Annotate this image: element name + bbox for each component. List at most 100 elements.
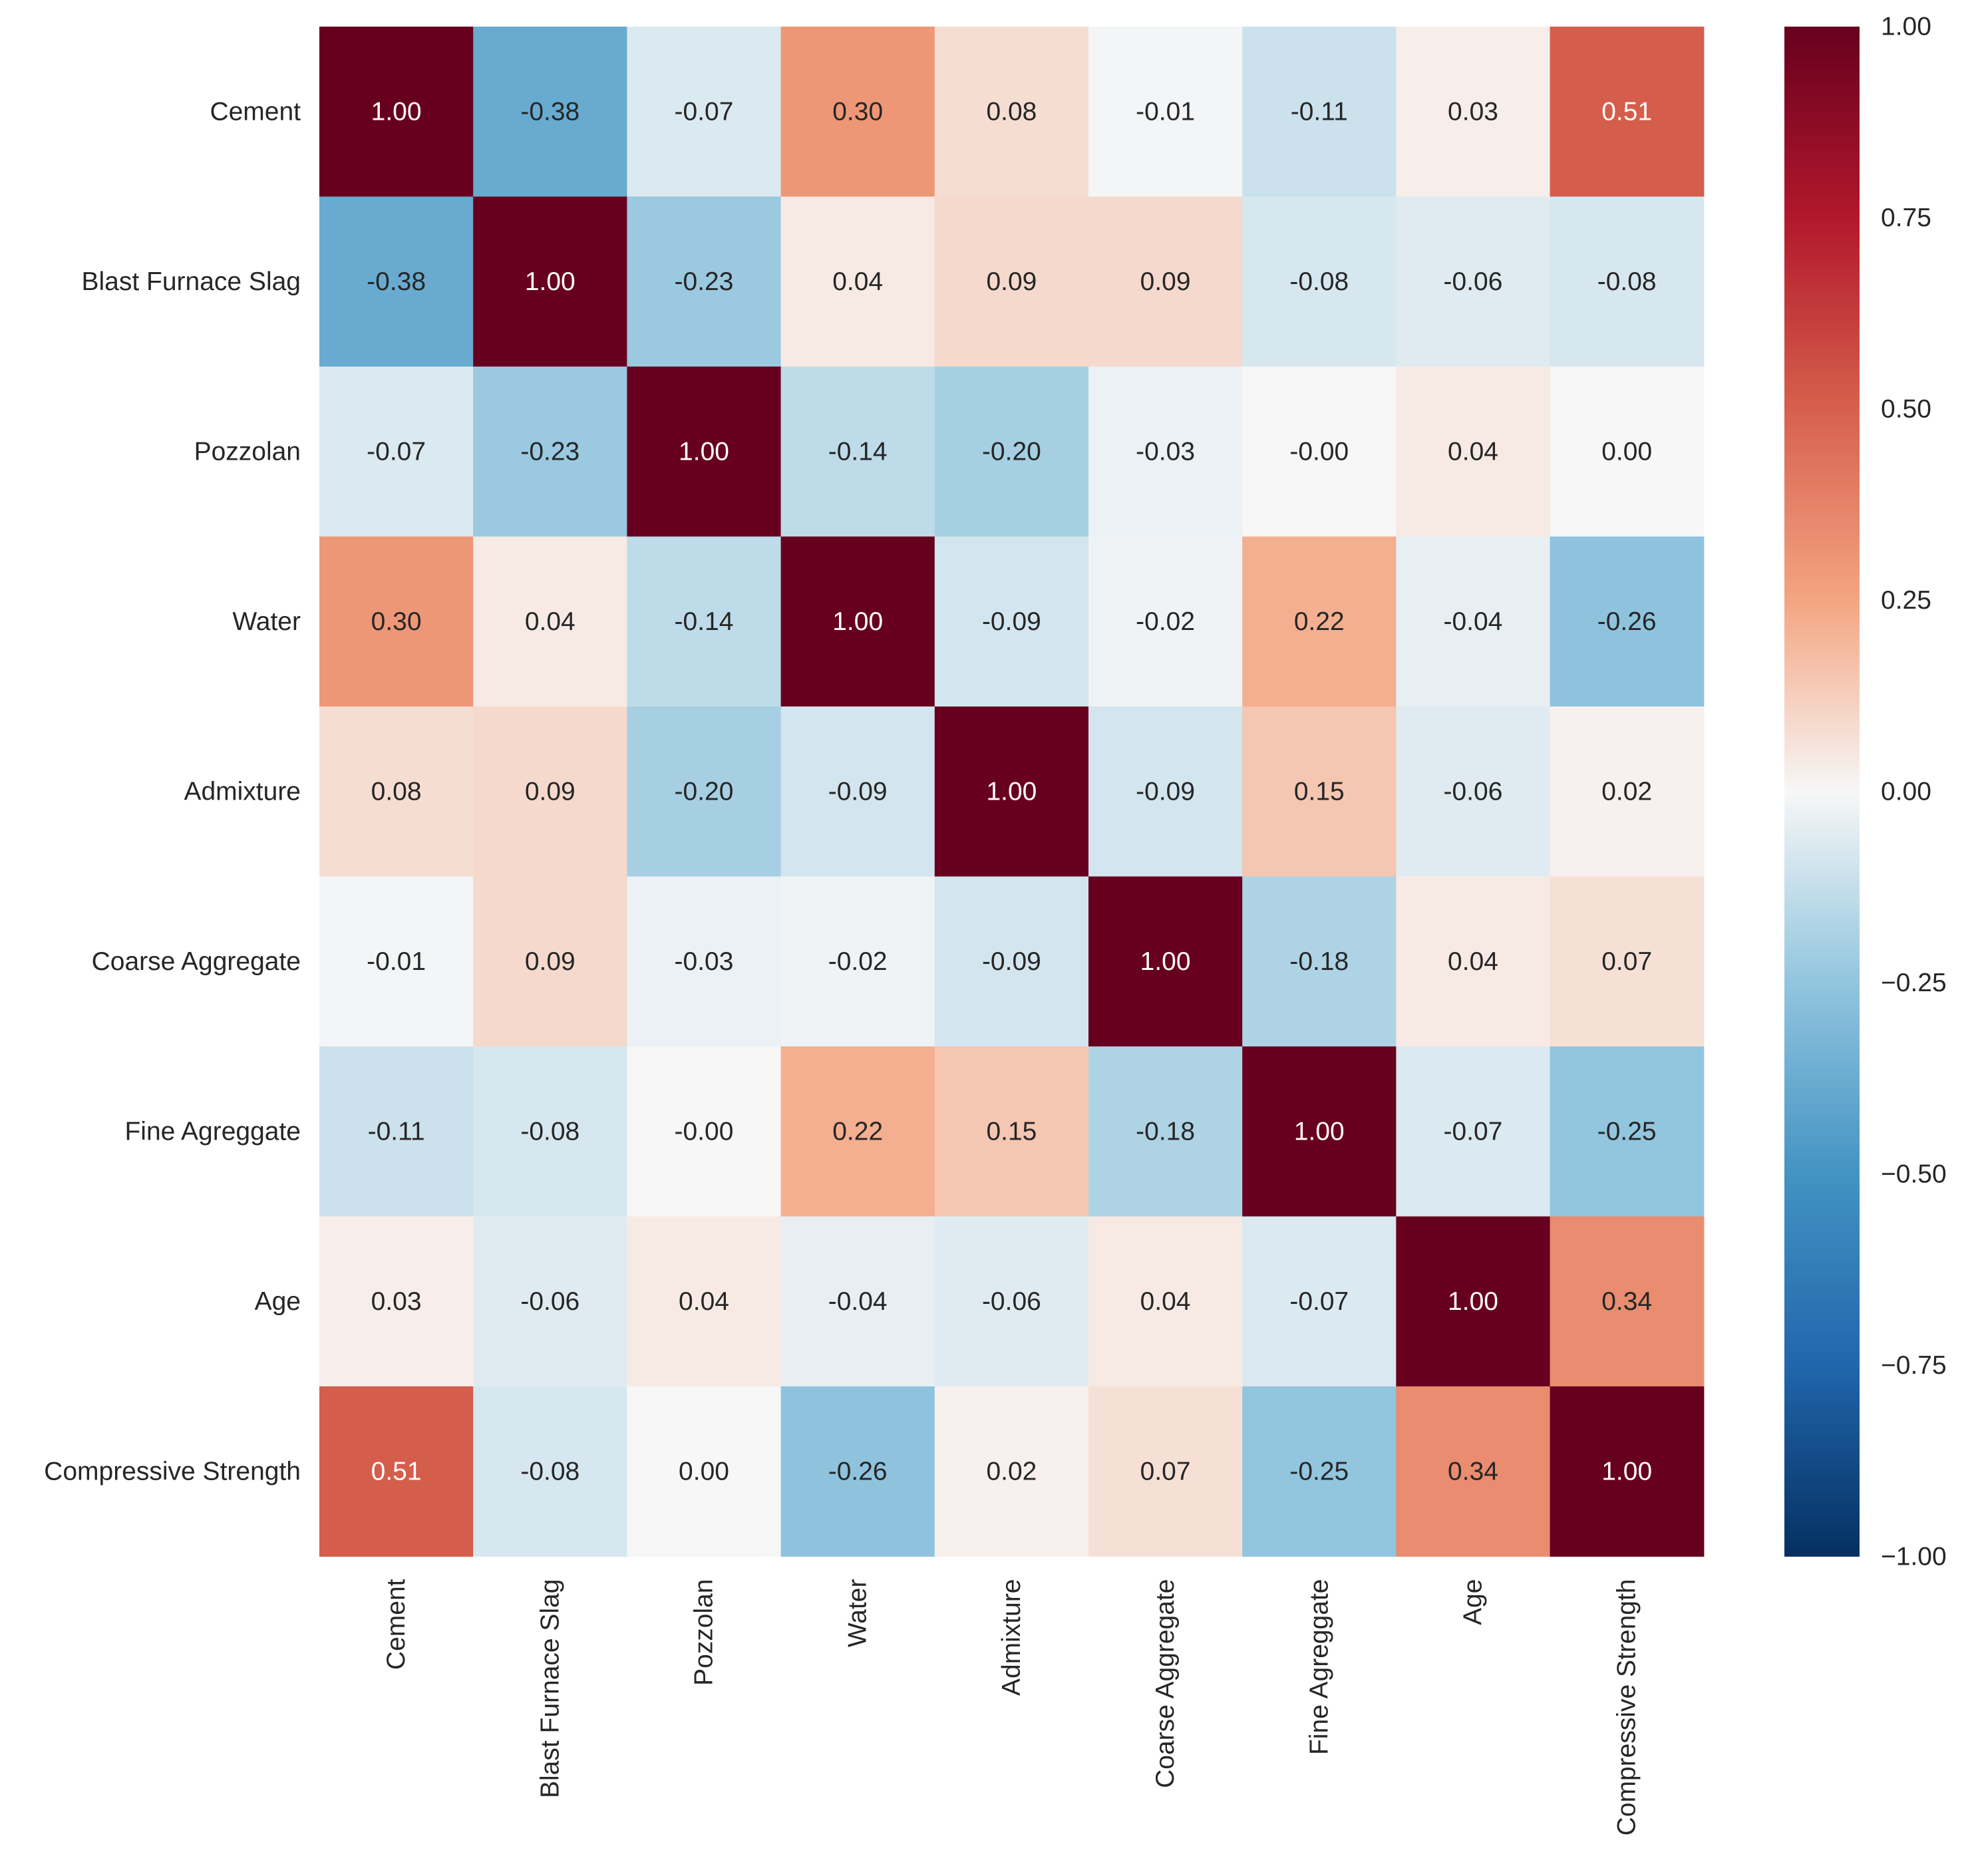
heatmap-cell-value: 0.34 <box>1448 1457 1498 1485</box>
heatmap-cell <box>934 1216 1089 1387</box>
heatmap-cell <box>319 367 474 538</box>
heatmap-cell-value: -0.08 <box>1289 267 1349 296</box>
heatmap-cell-value: 0.22 <box>1294 607 1345 636</box>
heatmap-cell-value: 0.04 <box>1448 947 1498 976</box>
heatmap-cell <box>934 367 1089 538</box>
heatmap-cell <box>473 196 627 367</box>
heatmap-cell-value: 1.00 <box>1448 1287 1498 1316</box>
y-tick-label: Fine Agreggate <box>124 1117 301 1146</box>
heatmap-cell-value: -0.06 <box>1444 777 1503 806</box>
heatmap-cell <box>1550 27 1705 198</box>
heatmap-cell-value: -0.07 <box>675 97 734 126</box>
heatmap-cell <box>1088 876 1243 1047</box>
heatmap-cell-value: -0.08 <box>520 1117 579 1146</box>
heatmap-cell <box>473 1386 627 1557</box>
heatmap-cell-value: 0.09 <box>1140 267 1191 296</box>
x-tick-label: Cement <box>382 1579 411 1670</box>
heatmap-cell <box>319 876 474 1047</box>
heatmap-cell-value: 0.09 <box>525 947 575 976</box>
heatmap-cell <box>934 1046 1089 1217</box>
heatmap-cell <box>780 1386 935 1557</box>
heatmap-cell <box>319 196 474 367</box>
heatmap-cell <box>780 196 935 367</box>
heatmap-cell <box>1550 1046 1705 1217</box>
heatmap-cell <box>473 536 627 707</box>
colorbar-tick-label: 0.00 <box>1881 778 1931 806</box>
heatmap-cell <box>1242 1386 1397 1557</box>
heatmap-cell <box>627 196 782 367</box>
heatmap-cell-value: 0.04 <box>1448 437 1498 466</box>
heatmap-cell-value: 0.15 <box>986 1117 1037 1146</box>
heatmap-cell <box>627 706 782 877</box>
heatmap-cell-value: 0.51 <box>371 1457 422 1485</box>
heatmap-cell-value: 0.09 <box>986 267 1037 296</box>
heatmap-cell-value: -0.18 <box>1136 1117 1195 1146</box>
heatmap-cell-value: 0.02 <box>986 1457 1037 1485</box>
heatmap-cell <box>1550 196 1705 367</box>
heatmap-cell-value: -0.26 <box>1597 607 1657 636</box>
heatmap-cell <box>1242 1216 1397 1387</box>
heatmap-cell-value: -0.25 <box>1289 1457 1349 1485</box>
y-tick-label: Water <box>232 607 301 636</box>
heatmap-cell <box>1242 706 1397 877</box>
heatmap-cell <box>1242 536 1397 707</box>
y-tick-label: Coarse Aggregate <box>92 947 301 976</box>
heatmap-cell-value: 0.08 <box>986 97 1037 126</box>
colorbar-tick-label: −1.00 <box>1881 1543 1947 1571</box>
heatmap-cell <box>1396 706 1551 877</box>
heatmap-cell <box>473 876 627 1047</box>
heatmap-cell <box>1088 536 1243 707</box>
heatmap-cell-value: -0.09 <box>828 777 888 806</box>
heatmap-cell-value: 0.04 <box>1140 1287 1191 1316</box>
heatmap-cell-value: 0.15 <box>1294 777 1345 806</box>
y-tick-label: Blast Furnace Slag <box>81 267 301 296</box>
heatmap-cell <box>1396 1216 1551 1387</box>
heatmap-cell <box>934 196 1089 367</box>
heatmap-cell-value: 0.30 <box>371 607 422 636</box>
heatmap-cell-value: 0.08 <box>371 777 422 806</box>
heatmap-cell-value: -0.20 <box>982 437 1041 466</box>
heatmap-cells <box>319 27 1705 1557</box>
heatmap-cell <box>319 1046 474 1217</box>
heatmap-cell-value: -0.38 <box>367 267 426 296</box>
heatmap-cell-value: 1.00 <box>986 777 1037 806</box>
heatmap-cell <box>934 1386 1089 1557</box>
heatmap-cell-value: -0.14 <box>675 607 734 636</box>
heatmap-cell-value: -0.06 <box>982 1287 1041 1316</box>
heatmap-cell-value: 0.03 <box>371 1287 422 1316</box>
heatmap-cell <box>1088 367 1243 538</box>
y-tick-label: Cement <box>210 97 301 126</box>
heatmap-cell <box>1242 367 1397 538</box>
heatmap-cell <box>1396 536 1551 707</box>
heatmap-cell <box>1088 1046 1243 1217</box>
heatmap-cell <box>1396 1046 1551 1217</box>
heatmap-cell-value: -0.00 <box>1289 437 1349 466</box>
heatmap-cell-value: -0.04 <box>828 1287 888 1316</box>
colorbar-tick-label: −0.75 <box>1881 1351 1947 1380</box>
colorbar-tick-label: 0.50 <box>1881 395 1931 424</box>
heatmap-cell <box>780 536 935 707</box>
heatmap-cell-value: -0.01 <box>367 947 426 976</box>
heatmap-cell <box>1088 196 1243 367</box>
heatmap-cell-value: 0.00 <box>1601 437 1652 466</box>
heatmap-cell-value: 0.22 <box>832 1117 883 1146</box>
x-tick-label: Pozzolan <box>690 1579 719 1686</box>
heatmap-cell <box>934 536 1089 707</box>
heatmap-cell <box>1242 1046 1397 1217</box>
heatmap-cell <box>319 27 474 198</box>
heatmap-cell-value: -0.09 <box>1136 777 1195 806</box>
heatmap-cell <box>627 1216 782 1387</box>
heatmap-cell <box>473 1046 627 1217</box>
heatmap-cell-value: -0.00 <box>675 1117 734 1146</box>
heatmap-cell <box>1088 1216 1243 1387</box>
heatmap-cell-value: 1.00 <box>679 437 729 466</box>
heatmap-cell-value: -0.26 <box>828 1457 888 1485</box>
heatmap-cell-value: 0.07 <box>1140 1457 1191 1485</box>
colorbar-tick-label: 1.00 <box>1881 13 1931 41</box>
heatmap-cell-value: -0.11 <box>1291 97 1348 126</box>
heatmap-cell <box>1242 196 1397 367</box>
colorbar: 1.00 0.75 0.50 0.25 0.00 −0.25 −0.50 −0.75 −1.00 <box>1784 13 1947 1571</box>
heatmap-cell <box>1396 27 1551 198</box>
heatmap-cell-value: 0.34 <box>1601 1287 1652 1316</box>
